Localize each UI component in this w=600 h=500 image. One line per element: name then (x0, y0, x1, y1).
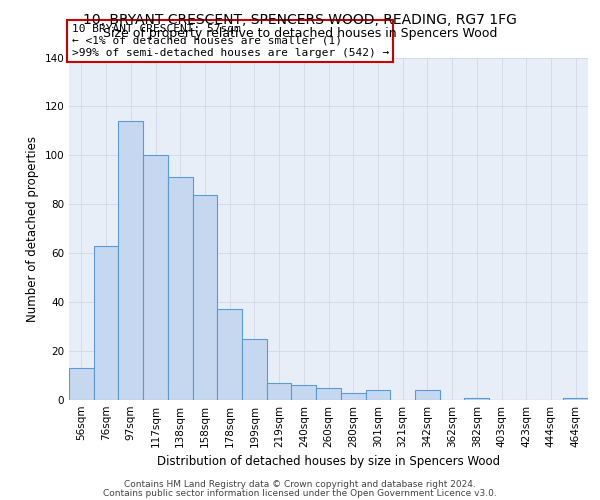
Bar (292, 386, 316, 400)
Bar (316, 388, 341, 400)
Bar (341, 392, 365, 400)
X-axis label: Distribution of detached houses by size in Spencers Wood: Distribution of detached houses by size … (157, 456, 500, 468)
Bar (94, 246, 118, 400)
Y-axis label: Number of detached properties: Number of detached properties (26, 136, 39, 322)
Text: Size of property relative to detached houses in Spencers Wood: Size of property relative to detached ho… (103, 28, 497, 40)
Bar (242, 339, 267, 400)
Bar (118, 121, 143, 400)
Bar (267, 383, 292, 400)
Bar (464, 398, 489, 400)
Bar (143, 156, 168, 400)
Bar (415, 390, 440, 400)
Text: 10, BRYANT CRESCENT, SPENCERS WOOD, READING, RG7 1FG: 10, BRYANT CRESCENT, SPENCERS WOOD, READ… (83, 12, 517, 26)
Bar (193, 194, 217, 400)
Bar (563, 398, 588, 400)
Bar (168, 178, 193, 400)
Bar (69, 368, 94, 400)
Text: Contains HM Land Registry data © Crown copyright and database right 2024.: Contains HM Land Registry data © Crown c… (124, 480, 476, 489)
Bar (217, 310, 242, 400)
Text: Contains public sector information licensed under the Open Government Licence v3: Contains public sector information licen… (103, 488, 497, 498)
Bar (365, 390, 390, 400)
Text: 10 BRYANT CRESCENT: 57sqm
← <1% of detached houses are smaller (1)
>99% of semi-: 10 BRYANT CRESCENT: 57sqm ← <1% of detac… (71, 24, 389, 58)
